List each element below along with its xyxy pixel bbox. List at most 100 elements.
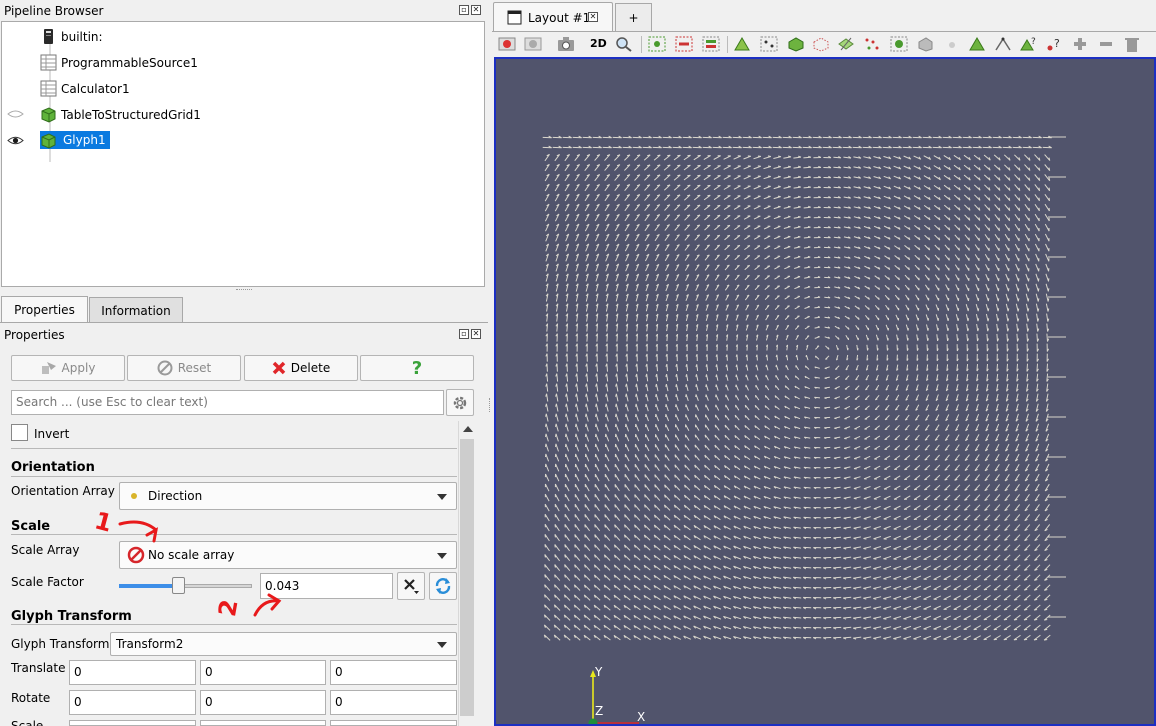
scale-factor-input[interactable]: 0.043	[260, 573, 393, 599]
add-tab-button[interactable]: +	[615, 3, 652, 31]
layout-tab[interactable]: Layout #1 ✕	[493, 2, 613, 31]
advanced-settings-button[interactable]	[446, 389, 474, 416]
translate-y-input[interactable]: 0	[200, 660, 326, 685]
translate-x-input[interactable]: 0	[69, 660, 196, 685]
interactive-select-icon[interactable]	[890, 36, 908, 52]
zoom-to-data-icon[interactable]	[615, 36, 633, 52]
rotate-x-input[interactable]: 0	[69, 690, 196, 715]
chevron-down-icon	[437, 642, 447, 648]
reset-scale-button[interactable]	[397, 572, 425, 600]
find-data-icon[interactable]: ?	[1019, 36, 1037, 52]
rotate-y-input[interactable]: 0	[200, 690, 326, 715]
reset-button[interactable]: Reset	[127, 355, 241, 381]
glyph-transform-combo[interactable]: Transform2	[110, 632, 457, 656]
svg-text:?: ?	[1054, 37, 1060, 50]
layout-tab-label: Layout #1	[528, 11, 591, 25]
annotation-arrow-1	[118, 520, 159, 543]
deselect-icon[interactable]	[675, 36, 693, 52]
scale-z-input[interactable]	[330, 720, 457, 726]
scale-array-label: Scale Array	[11, 543, 80, 557]
translate-z-input[interactable]: 0	[330, 660, 457, 685]
orientation-section-title: Orientation	[11, 460, 95, 475]
scale-x-input[interactable]	[69, 720, 196, 726]
pipeline-item-programmablesource[interactable]: ProgrammableSource1	[2, 50, 482, 76]
pipeline-tree[interactable]: builtin: ProgrammableSource1 Calculator1…	[1, 21, 485, 287]
chevron-down-icon	[437, 494, 447, 500]
undock-icon[interactable]: ▫	[459, 5, 469, 15]
pipeline-item-builtin[interactable]: builtin:	[2, 24, 482, 50]
glyph-arrow-path	[542, 135, 1052, 641]
invert-checkbox[interactable]	[11, 424, 28, 441]
pipeline-item-calculator[interactable]: Calculator1	[2, 76, 482, 102]
apply-icon	[41, 362, 56, 374]
close-tab-icon[interactable]: ✕	[588, 12, 598, 22]
pipeline-item-glyph[interactable]: Glyph1	[2, 128, 482, 154]
refresh-scale-button[interactable]	[429, 572, 457, 600]
table-icon	[40, 80, 57, 97]
select-points-icon[interactable]	[648, 36, 666, 52]
render-view[interactable]: Y Z X	[494, 57, 1156, 726]
tab-properties[interactable]: Properties	[1, 296, 88, 322]
trash-icon[interactable]	[1123, 36, 1141, 52]
delete-button[interactable]: Delete	[244, 355, 358, 381]
subtract-selection-icon[interactable]	[1097, 36, 1115, 52]
search-input[interactable]: Search ... (use Esc to clear text)	[11, 390, 444, 415]
select-points-frustum-icon[interactable]	[812, 36, 830, 52]
select-points-on-icon[interactable]	[760, 36, 778, 52]
glyph-transform-label: Glyph Transform	[11, 637, 110, 651]
shrink-selection-icon[interactable]	[994, 36, 1012, 52]
scroll-up-arrow[interactable]	[463, 426, 473, 432]
hover-cells-icon[interactable]	[943, 36, 961, 52]
close-icon[interactable]: ✕	[471, 5, 481, 15]
separator	[11, 476, 457, 477]
point-data-icon	[131, 493, 137, 499]
select-cells-frustum-icon[interactable]	[787, 36, 805, 52]
orientation-axes	[588, 670, 639, 724]
splitter-handle[interactable]	[236, 289, 252, 292]
rotate-z-input[interactable]: 0	[330, 690, 457, 715]
apply-button[interactable]: Apply	[11, 355, 125, 381]
select-block-frustum-icon[interactable]	[837, 36, 855, 52]
split-vertical-icon[interactable]	[524, 36, 542, 52]
glyph-arrows	[542, 135, 1066, 641]
pipeline-item-label: TableToStructuredGrid1	[61, 108, 201, 122]
hover-points-icon[interactable]	[916, 36, 934, 52]
toolbar-separator	[727, 36, 728, 53]
help-button[interactable]: ?	[360, 355, 474, 381]
separator	[11, 448, 457, 449]
invert-label: Invert	[34, 427, 70, 441]
scale-factor-slider[interactable]	[119, 574, 252, 598]
translate-label: Translate	[11, 661, 66, 675]
pipeline-item-tabletostructuredgrid[interactable]: TableToStructuredGrid1	[2, 102, 482, 128]
add-selection-icon[interactable]	[1071, 36, 1089, 52]
scale-transform-label: Scale	[11, 719, 44, 726]
scrollbar-thumb[interactable]	[460, 439, 474, 716]
slider-handle[interactable]	[172, 577, 185, 594]
rotate-label: Rotate	[11, 691, 51, 705]
orientation-array-combo[interactable]: Direction	[119, 482, 457, 510]
green-cube-icon	[41, 133, 56, 149]
2d-toggle-button[interactable]: 2D	[590, 37, 607, 50]
apply-label: Apply	[61, 361, 96, 375]
glyph-transform-section-title: Glyph Transform	[11, 609, 132, 624]
properties-scrollbar[interactable]	[458, 421, 475, 726]
select-points-polygon-icon[interactable]	[863, 36, 881, 52]
scale-y-input[interactable]	[200, 720, 326, 726]
eye-open-icon[interactable]	[7, 135, 24, 146]
undock-icon[interactable]: ▫	[459, 329, 469, 339]
close-icon[interactable]: ✕	[471, 329, 481, 339]
tab-information[interactable]: Information	[89, 297, 183, 322]
query-selection-icon[interactable]: ?	[1045, 36, 1063, 52]
tab-bar-line	[0, 322, 488, 323]
refresh-icon	[435, 578, 451, 594]
toolbar-separator	[641, 36, 642, 53]
clear-x-icon	[404, 579, 419, 594]
split-horizontal-icon[interactable]	[498, 36, 516, 52]
vertical-splitter-handle[interactable]	[489, 398, 491, 412]
select-block-icon[interactable]	[702, 36, 720, 52]
select-cells-on-icon[interactable]	[733, 36, 751, 52]
scale-array-combo[interactable]: No scale array	[119, 541, 457, 569]
eye-closed-icon[interactable]	[7, 109, 24, 120]
grow-selection-icon[interactable]	[968, 36, 986, 52]
camera-icon[interactable]	[557, 36, 575, 52]
